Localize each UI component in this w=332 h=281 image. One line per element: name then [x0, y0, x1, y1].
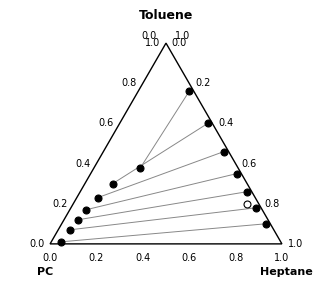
Text: 0.0: 0.0 [141, 31, 157, 41]
Text: 0.8: 0.8 [228, 253, 243, 263]
Text: 0.0: 0.0 [29, 239, 44, 249]
Text: 0.0: 0.0 [172, 38, 187, 48]
Text: 1.0: 1.0 [288, 239, 303, 249]
Text: 0.6: 0.6 [241, 158, 257, 169]
Text: 0.4: 0.4 [218, 118, 233, 128]
Text: 1.0: 1.0 [274, 253, 290, 263]
Text: 0.8: 0.8 [265, 199, 280, 209]
Text: Heptane: Heptane [260, 267, 313, 277]
Text: 0.2: 0.2 [52, 199, 67, 209]
Text: 0.2: 0.2 [195, 78, 210, 88]
Text: Toluene: Toluene [139, 9, 193, 22]
Text: 0.2: 0.2 [89, 253, 104, 263]
Text: 0.6: 0.6 [182, 253, 197, 263]
Text: 0.4: 0.4 [135, 253, 150, 263]
Text: 0.4: 0.4 [75, 158, 91, 169]
Text: 1.0: 1.0 [175, 31, 191, 41]
Text: 1.0: 1.0 [145, 38, 160, 48]
Text: 0.8: 0.8 [122, 78, 137, 88]
Text: PC: PC [37, 267, 53, 277]
Text: 0.6: 0.6 [99, 118, 114, 128]
Text: 0.0: 0.0 [42, 253, 58, 263]
